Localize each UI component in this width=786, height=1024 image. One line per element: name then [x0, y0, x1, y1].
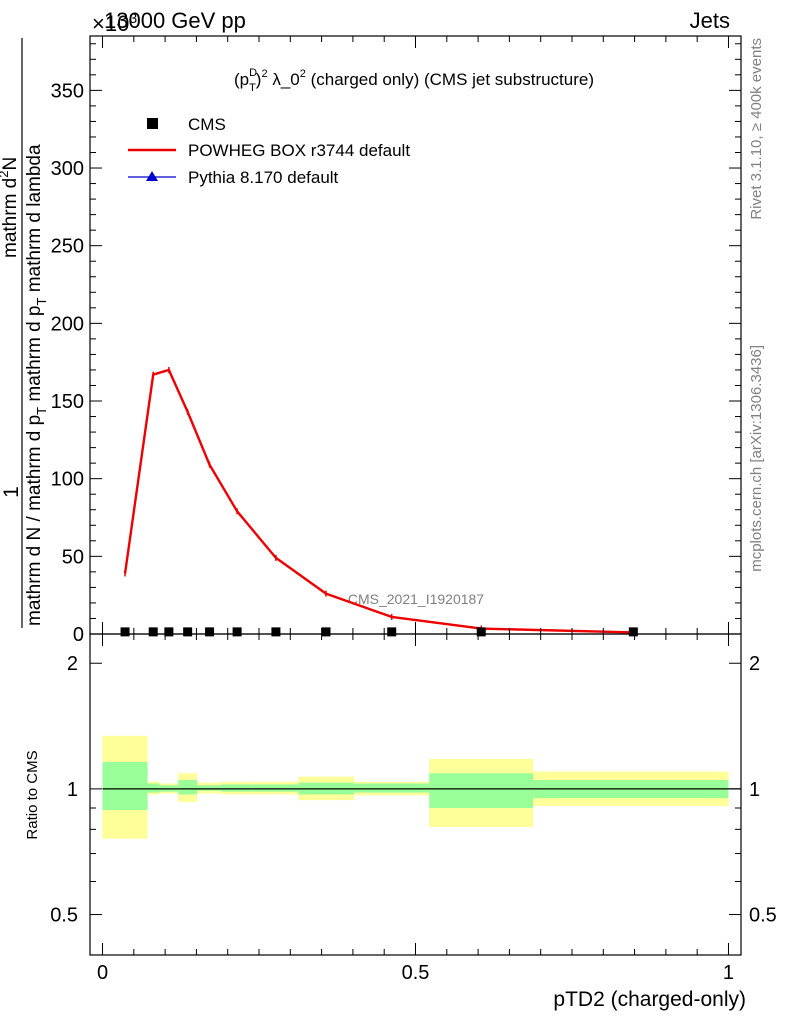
- ylabel-numerator: mathrm d2N: [0, 157, 21, 258]
- legend-pythia-marker: [146, 171, 158, 181]
- legend-powheg-label: POWHEG BOX r3744 default: [188, 141, 410, 160]
- ratio-band-inner: [221, 784, 253, 792]
- legend-pythia-label: Pythia 8.170 default: [188, 168, 339, 187]
- cms-data-point: [183, 627, 193, 637]
- ratio-band-inner: [178, 780, 198, 795]
- ratio-band-inner: [197, 785, 222, 791]
- ratio-band-inner: [429, 773, 534, 808]
- main-ytick-label: 300: [51, 158, 84, 180]
- main-ytick-label: 100: [51, 469, 84, 491]
- ratio-ytick-label: 2: [67, 653, 78, 675]
- ratio-ylabel: Ratio to CMS: [24, 750, 41, 839]
- mcplots-label: mcplots.cern.ch [arXiv:1306.3436]: [748, 345, 765, 572]
- xtick-label: 0: [97, 962, 108, 984]
- ratio-band-inner: [354, 783, 430, 793]
- ratio-plot-area: 0 0.5 1 0.5 0.5 1 1 2 2: [50, 36, 777, 984]
- ratio-band-inner: [147, 783, 160, 793]
- ylabel-denominator: mathrm d N / mathrm d pT mathrm d pT mat…: [24, 144, 49, 626]
- ratio-ytick-label: 0.5: [50, 905, 78, 927]
- ratio-ytick-label-right: 0.5: [749, 905, 777, 927]
- exponent-label: ×103: [92, 10, 137, 36]
- rivet-label: Rivet 3.1.10, ≥ 400k events: [748, 38, 765, 220]
- ratio-ytick-label: 1: [67, 779, 78, 801]
- process-label: Jets: [690, 8, 730, 33]
- cms-data-point: [164, 627, 174, 637]
- main-ytick-label: 200: [51, 313, 84, 335]
- cms-data-point: [232, 627, 242, 637]
- analysis-watermark: CMS_2021_I1920187: [348, 591, 484, 607]
- cms-data-point: [205, 627, 215, 637]
- energy-label: 13000 GeV pp: [104, 8, 246, 33]
- ratio-ytick-label-right: 2: [749, 653, 760, 675]
- panel-title: (pD T)2 λ_02 (charged only) (CMS jet subs…: [234, 67, 594, 94]
- ylabel-one: 1: [0, 486, 23, 498]
- cms-data-point: [628, 627, 638, 637]
- main-ytick-label: 0: [73, 624, 84, 646]
- xtick-label: 1: [723, 962, 734, 984]
- legend-cms-marker: [147, 118, 158, 129]
- main-ytick-label: 50: [62, 546, 84, 568]
- cms-data-point: [321, 627, 331, 637]
- cms-data-point: [476, 627, 486, 637]
- legend: CMS POWHEG BOX r3744 default Pythia 8.17…: [128, 115, 410, 187]
- main-ytick-label: 350: [51, 80, 84, 102]
- main-ytick-label: 150: [51, 391, 84, 413]
- ratio-bands: [102, 735, 729, 839]
- cms-data-point: [271, 627, 281, 637]
- ratio-band-inner: [252, 784, 299, 792]
- cms-data-point: [387, 627, 397, 637]
- cms-data-point: [148, 627, 158, 637]
- main-plot-area: 0 50 100 150 200 250 300 350: [51, 35, 742, 646]
- xaxis-label: pTD2 (charged-only): [553, 988, 746, 1011]
- xtick-label: 0.5: [402, 962, 430, 984]
- main-ytick-label: 250: [51, 236, 84, 258]
- legend-cms-label: CMS: [188, 115, 226, 134]
- cms-data-point: [120, 627, 130, 637]
- ratio-band-inner: [102, 761, 148, 811]
- ratio-ytick-label-right: 1: [749, 779, 760, 801]
